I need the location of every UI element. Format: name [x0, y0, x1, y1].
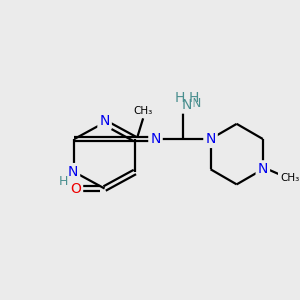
Text: N: N: [68, 165, 78, 179]
Text: H: H: [59, 175, 69, 188]
Text: N: N: [192, 97, 202, 110]
Text: CH₃: CH₃: [133, 106, 152, 116]
Text: CH₃: CH₃: [281, 173, 300, 183]
Text: H: H: [175, 91, 185, 105]
Text: N: N: [258, 162, 268, 176]
Text: H: H: [182, 97, 192, 110]
Text: N: N: [99, 114, 110, 128]
Text: N: N: [181, 98, 191, 112]
Text: N: N: [150, 132, 161, 146]
Text: N: N: [205, 132, 216, 146]
Text: H: H: [188, 91, 199, 105]
Text: O: O: [70, 182, 81, 196]
